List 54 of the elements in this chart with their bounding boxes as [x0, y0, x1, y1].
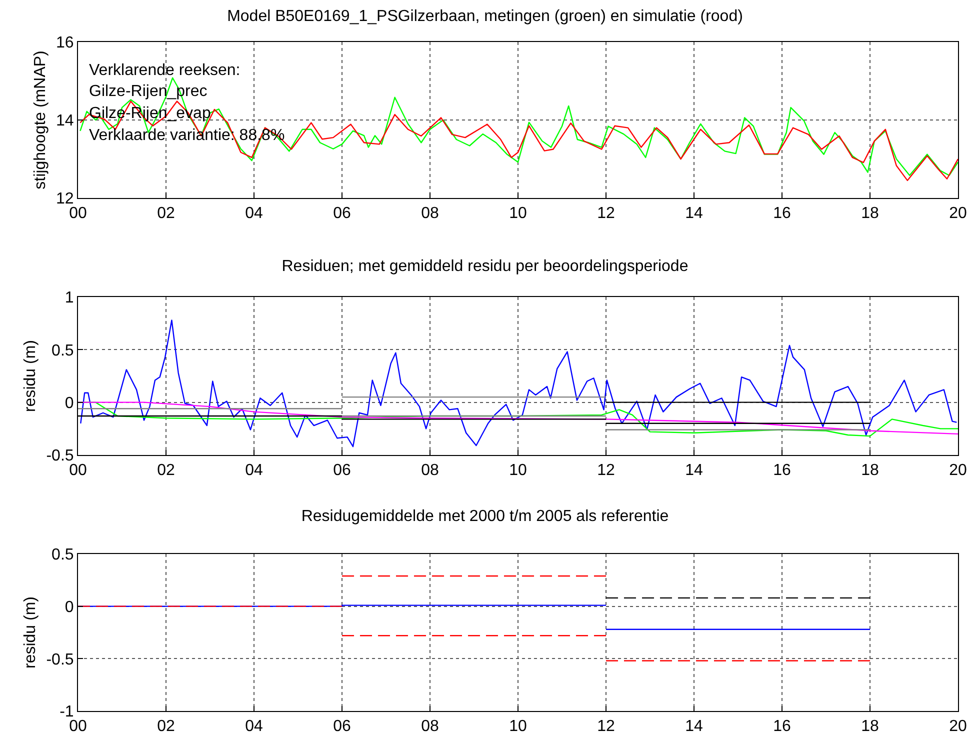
x-tick-label: 16 — [773, 718, 791, 736]
y-tick-label: 0 — [64, 598, 74, 616]
x-tick-label: 04 — [245, 462, 263, 480]
x-tick-label: 10 — [509, 462, 527, 480]
x-tick-label: 14 — [685, 718, 703, 736]
x-tick-label: 08 — [421, 462, 439, 480]
x-tick-label: 20 — [949, 462, 967, 480]
x-tick-label: 06 — [333, 718, 351, 736]
y-tick-label: 0.5 — [52, 546, 74, 564]
x-tick-label: 12 — [597, 205, 615, 222]
x-tick-label: 02 — [157, 462, 175, 480]
x-tick-label: 16 — [773, 205, 791, 222]
x-tick-label: 10 — [509, 718, 527, 736]
line-series — [80, 320, 958, 448]
y-tick-label: 14 — [56, 112, 74, 130]
x-tick-label: 06 — [333, 205, 351, 222]
y-axis-title: residu (m) — [22, 596, 40, 669]
y-tick-label: -1 — [60, 704, 74, 721]
x-tick-label: 08 — [421, 718, 439, 736]
x-tick-label: 00 — [69, 462, 87, 480]
x-tick-label: 20 — [949, 718, 967, 736]
x-tick-label: 12 — [597, 718, 615, 736]
x-tick-label: 18 — [861, 205, 879, 222]
y-tick-label: 0.5 — [52, 342, 74, 360]
y-axis-title: stijghoogte (mNAP) — [32, 50, 49, 190]
x-tick-label: 20 — [949, 205, 967, 222]
y-tick-label: 12 — [56, 190, 74, 208]
x-tick-label: 18 — [861, 718, 879, 736]
x-tick-label: 08 — [421, 205, 439, 222]
x-tick-label: 10 — [509, 205, 527, 222]
x-tick-label: 16 — [773, 462, 791, 480]
line-series — [80, 77, 958, 176]
x-tick-label: 00 — [69, 205, 87, 222]
chart-title: Residugemiddelde met 2000 t/m 2005 als referentie — [301, 508, 669, 526]
x-tick-label: 02 — [157, 718, 175, 736]
y-tick-label: 0 — [64, 394, 74, 412]
x-tick-label: 04 — [245, 718, 263, 736]
x-tick-label: 18 — [861, 462, 879, 480]
line-series — [80, 100, 958, 182]
y-tick-label: -0.5 — [46, 448, 74, 465]
annotation: Verklarende reeksen: — [89, 62, 240, 79]
y-axis-title: residu (m) — [22, 340, 40, 412]
x-tick-label: 02 — [157, 205, 175, 222]
y-tick-label: -0.5 — [46, 651, 74, 668]
x-tick-label: 00 — [69, 718, 87, 736]
x-tick-label: 14 — [685, 462, 703, 480]
y-tick-label: 1 — [64, 290, 74, 307]
y-tick-label: 16 — [56, 34, 74, 52]
chart-title: Model B50E0169_1_PSGilzerbaan, metingen (groen) en simulatie (rood) — [227, 8, 743, 26]
x-tick-label: 06 — [333, 462, 351, 480]
x-tick-label: 04 — [245, 205, 263, 222]
x-tick-label: 14 — [685, 205, 703, 222]
x-tick-label: 12 — [597, 462, 615, 480]
chart-title: Residuen; met gemiddeld residu per beoordelingsperiode — [282, 258, 688, 276]
